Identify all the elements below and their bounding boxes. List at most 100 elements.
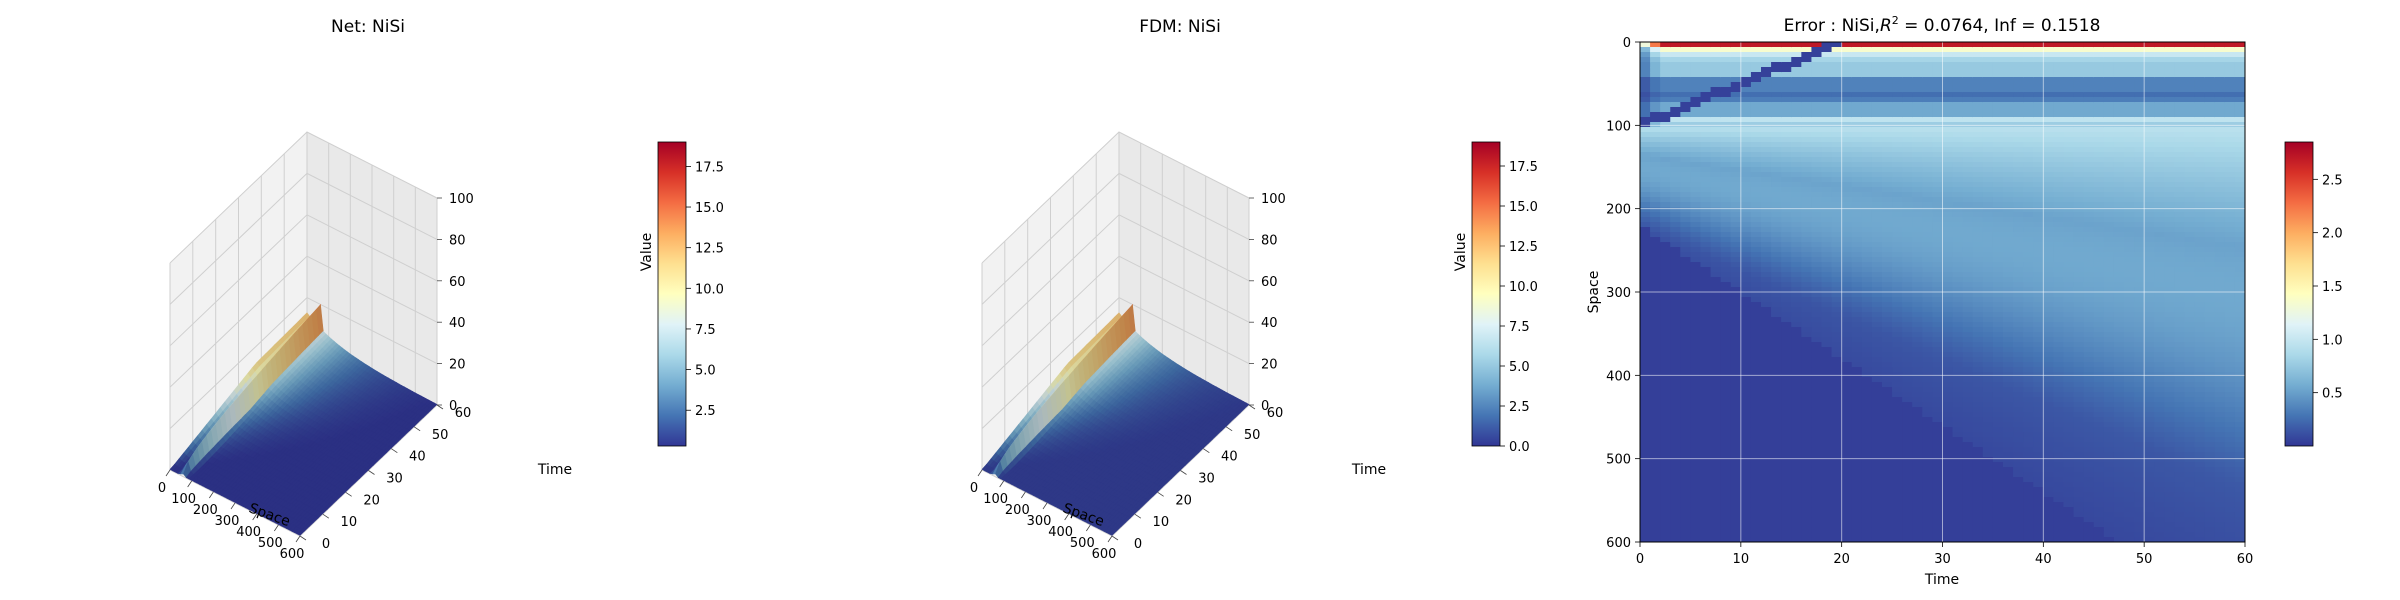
heatmap-cell <box>1771 422 1782 428</box>
heatmap-cell <box>1771 522 1782 528</box>
heatmap-cell <box>1801 282 1813 288</box>
heatmap-cell <box>1740 137 1752 143</box>
heatmap-cell <box>1730 507 1742 513</box>
heatmap-cell <box>1680 352 1692 358</box>
heatmap-cell <box>1690 72 1702 78</box>
heatmap-cell <box>1801 502 1813 508</box>
heatmap-cell <box>1750 192 1762 198</box>
heatmap-cell <box>1670 437 1681 443</box>
heatmap-cell <box>1650 237 1661 243</box>
heatmap-cell <box>1700 82 1712 88</box>
heatmap-cell <box>1670 167 1681 173</box>
heatmap-cell <box>1710 282 1722 288</box>
heatmap-cell <box>1700 177 1712 183</box>
heatmap-cell <box>1771 247 1782 253</box>
heatmap-cell <box>1700 407 1712 413</box>
heatmap-cell <box>1791 157 1802 163</box>
heatmap-cell <box>1650 47 1661 53</box>
heatmap-cell <box>1801 337 1813 343</box>
heatmap-cell <box>1670 502 1681 508</box>
heatmap-cell <box>1791 162 1802 168</box>
heatmap-cell <box>1761 362 1772 368</box>
heatmap-cell <box>1730 487 1742 493</box>
heatmap-cell <box>1650 337 1661 343</box>
heatmap-cell <box>1650 192 1661 198</box>
heatmap-cell <box>1831 197 1843 203</box>
heatmap-cell <box>1640 302 1651 308</box>
heatmap-cell <box>1831 92 1843 98</box>
heatmap-cell <box>1781 277 1792 283</box>
heatmap-cell <box>1660 47 1671 53</box>
heatmap-cell <box>1811 52 1823 58</box>
heatmap-cell <box>1680 92 1692 98</box>
heatmap-cell <box>1720 452 1732 458</box>
heatmap-cell <box>1700 312 1712 318</box>
heatmap-cell <box>1650 252 1661 258</box>
heatmap-cell <box>1730 527 1742 533</box>
heatmap-cell <box>1811 417 1823 423</box>
heatmap-cell <box>1680 452 1692 458</box>
heatmap-cell <box>1811 152 1823 158</box>
heatmap-cell <box>1720 497 1732 503</box>
heatmap-cell <box>1740 492 1752 498</box>
heatmap-cell <box>1690 97 1702 103</box>
heatmap-cell <box>1650 67 1661 73</box>
heatmap-cell <box>1771 67 1782 73</box>
heatmap-cell <box>1821 167 1833 173</box>
heatmap-cell <box>1700 62 1712 68</box>
heatmap-cell <box>1811 387 1823 393</box>
heatmap-cell <box>1650 352 1661 358</box>
heatmap-cell <box>1740 317 1752 323</box>
heatmap-cell <box>1801 332 1813 338</box>
heatmap-cell <box>1650 182 1661 188</box>
heatmap-cell <box>1791 77 1802 83</box>
heatmap-cell <box>1821 467 1833 473</box>
heatmap-cell <box>1720 467 1732 473</box>
heatmap-cell <box>1771 527 1782 533</box>
heatmap-cell <box>1831 137 1843 143</box>
heatmap-cell <box>1640 162 1651 168</box>
heatmap-cell <box>1740 367 1752 373</box>
heatmap-cell <box>1700 497 1712 503</box>
heatmap-cell <box>1690 212 1702 218</box>
heatmap-cell <box>1781 257 1792 263</box>
heatmap-cell <box>1720 227 1732 233</box>
heatmap-cell <box>1771 252 1782 258</box>
heatmap-cell <box>1771 212 1782 218</box>
heatmap-cell <box>1740 332 1752 338</box>
heatmap-cell <box>1730 142 1742 148</box>
heatmap-cell <box>1650 522 1661 528</box>
heatmap-cell <box>1761 187 1772 193</box>
heatmap-cell <box>1761 327 1772 333</box>
heatmap-cell <box>1771 357 1782 363</box>
heatmap-cell <box>1720 187 1732 193</box>
heatmap-cell <box>1680 347 1692 353</box>
heatmap-cell <box>1821 42 1833 48</box>
heatmap-cell <box>1821 527 1833 533</box>
heatmap-cell <box>1761 237 1772 243</box>
heatmap-cell <box>1781 357 1792 363</box>
heatmap-cell <box>1650 92 1661 98</box>
heatmap-cell <box>1670 252 1681 258</box>
net-zlabel: Value <box>639 233 655 271</box>
heatmap-cell <box>1811 97 1823 103</box>
heatmap-cell <box>1670 182 1681 188</box>
heatmap-cell <box>1650 387 1661 393</box>
heatmap-cell <box>1781 477 1792 483</box>
heatmap-cell <box>1771 307 1782 313</box>
heatmap-cell <box>1821 497 1833 503</box>
heatmap-cell <box>1781 182 1792 188</box>
heatmap-cell <box>1781 402 1792 408</box>
heatmap-cell <box>1821 367 1833 373</box>
heatmap-cell <box>1660 187 1671 193</box>
heatmap-cell <box>1720 422 1732 428</box>
heatmap-cell <box>1700 247 1712 253</box>
heatmap-cell <box>1791 512 1802 518</box>
heatmap-cell <box>1781 417 1792 423</box>
heatmap-cell <box>1730 52 1742 58</box>
heatmap-cell <box>1700 277 1712 283</box>
heatmap-cell <box>1761 127 1772 133</box>
heatmap-cell <box>1700 522 1712 528</box>
heatmap-cell <box>1720 167 1732 173</box>
heatmap-cell <box>1650 367 1661 373</box>
